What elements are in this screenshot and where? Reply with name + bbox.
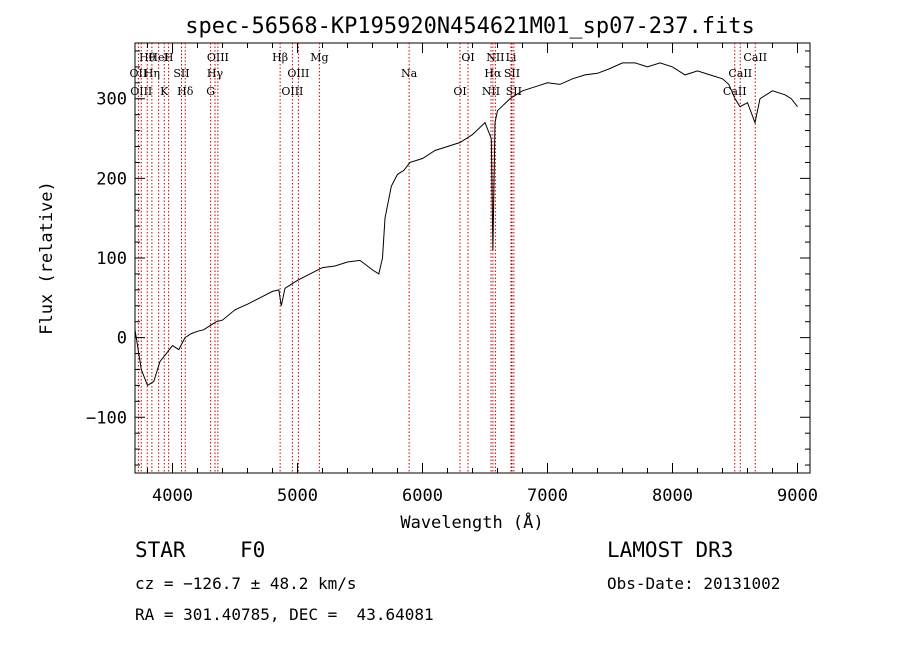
line-marker-label: SII (506, 85, 522, 98)
line-marker-label: Hη (144, 67, 160, 80)
x-tick-label: 9000 (777, 486, 818, 506)
line-marker-label: OIII (287, 67, 309, 80)
line-marker-label: Hγ (207, 67, 224, 80)
line-marker-label: SII (504, 67, 520, 80)
x-tick-label: 7000 (527, 486, 568, 506)
line-marker-label: OI (461, 51, 474, 64)
line-marker-label: NII (486, 51, 504, 64)
x-tick-label: 6000 (402, 486, 443, 506)
chart-title: spec-56568-KP195920N454621M01_sp07-237.f… (185, 14, 755, 39)
line-marker-label: CaII (728, 67, 752, 80)
y-tick-label: 300 (96, 90, 127, 110)
line-marker-label: OIII (281, 85, 303, 98)
spectrum-line (134, 62, 798, 387)
line-marker-label: OIII (130, 85, 152, 98)
line-marker-label: Li (506, 51, 517, 64)
line-marker-label: Hθ (139, 51, 156, 64)
redshift-velocity: cz = −126.7 ± 48.2 km/s (135, 574, 357, 593)
line-marker-label: Na (401, 67, 418, 80)
y-tick-label: 0 (117, 329, 127, 349)
line-marker-label: HeI (148, 51, 168, 64)
x-axis-label: Wavelength (Å) (400, 511, 543, 533)
line-marker-label: K (160, 85, 169, 98)
object-subclass: F0 (240, 538, 266, 562)
y-tick-label: 200 (96, 169, 127, 189)
y-tick-label: −100 (86, 408, 127, 428)
line-marker-label: Hδ (177, 85, 194, 98)
line-marker-label: G (206, 85, 215, 98)
line-marker-label: SII (173, 67, 189, 80)
y-tick-label: 100 (96, 249, 127, 269)
line-marker-label: Mg (310, 51, 328, 64)
line-marker-label: OI (453, 85, 466, 98)
line-marker-label: Hβ (272, 51, 288, 64)
plot-frame (134, 42, 811, 474)
y-axis-label: Flux (relative) (37, 181, 57, 335)
object-class: STAR (135, 538, 186, 562)
line-marker-label: CaII (743, 51, 767, 64)
line-marker-group (137, 43, 756, 473)
line-marker-label: Hα (484, 67, 502, 80)
line-marker-label: H (164, 51, 174, 64)
line-marker-label: OII (130, 67, 148, 80)
observation-date: Obs-Date: 20131002 (607, 574, 781, 593)
x-tick-label: 5000 (277, 486, 318, 506)
line-marker-label: NII (482, 85, 500, 98)
sky-coordinates: RA = 301.40785, DEC = 43.64081 (135, 605, 434, 624)
x-tick-label: 8000 (652, 486, 693, 506)
survey-name: LAMOST DR3 (607, 538, 734, 562)
axis-ticks: 4000 5000 6000 7000 8000 9000 −100 0 100 200 300 (86, 43, 818, 506)
x-tick-label: 4000 (152, 486, 193, 506)
line-label-group: HθOIIOIIIHeIHηKHSIIHδOIIIHγGHβOIIIOIIIMg… (130, 51, 768, 98)
line-marker-label: OIII (207, 51, 229, 64)
line-marker-label: CaII (723, 85, 747, 98)
